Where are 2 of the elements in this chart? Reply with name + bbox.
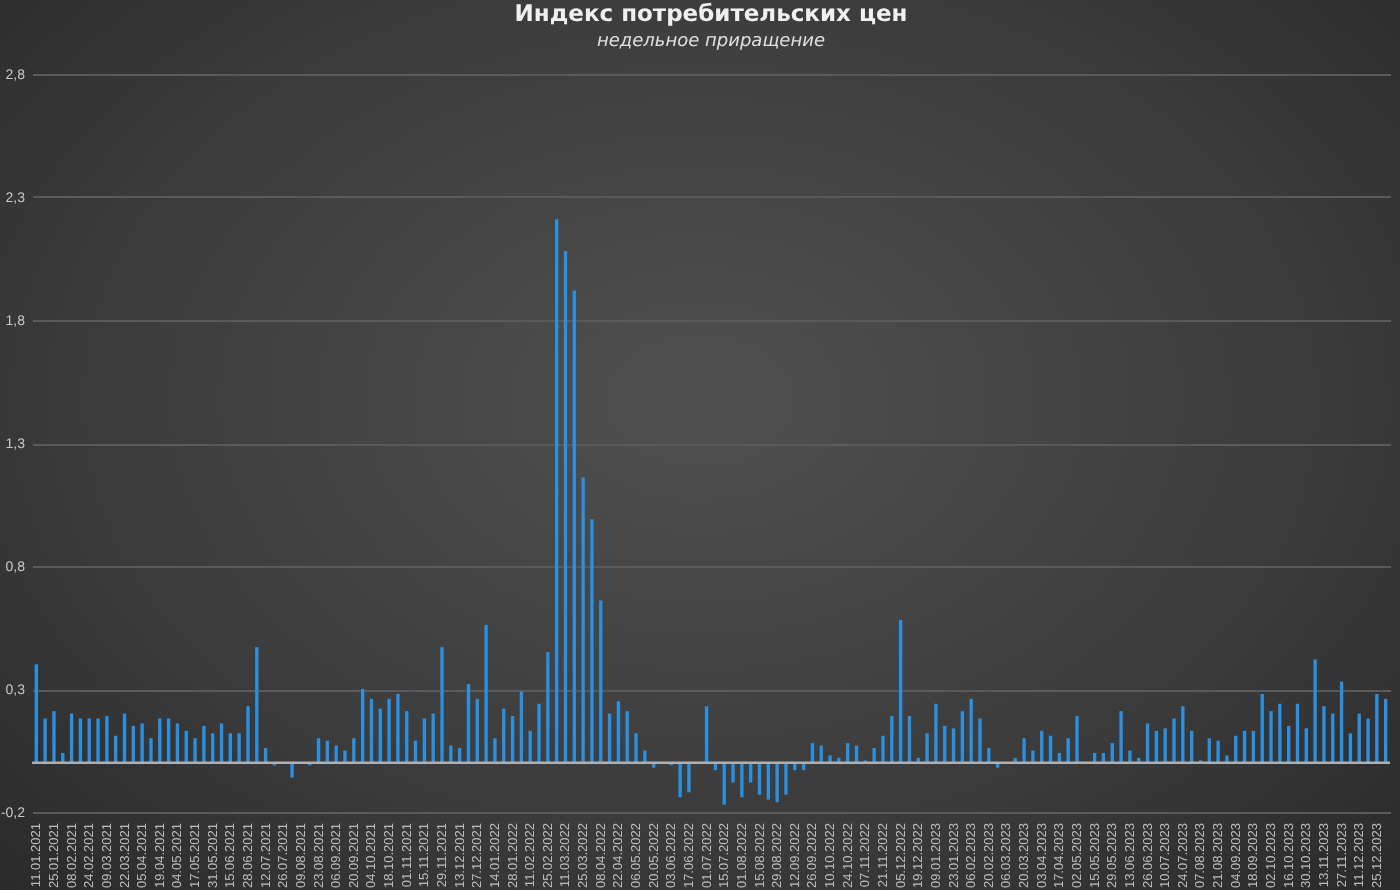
chart-subtitle: недельное приращение bbox=[597, 32, 826, 52]
chart-title: Индекс потребительских цен bbox=[514, 0, 908, 27]
